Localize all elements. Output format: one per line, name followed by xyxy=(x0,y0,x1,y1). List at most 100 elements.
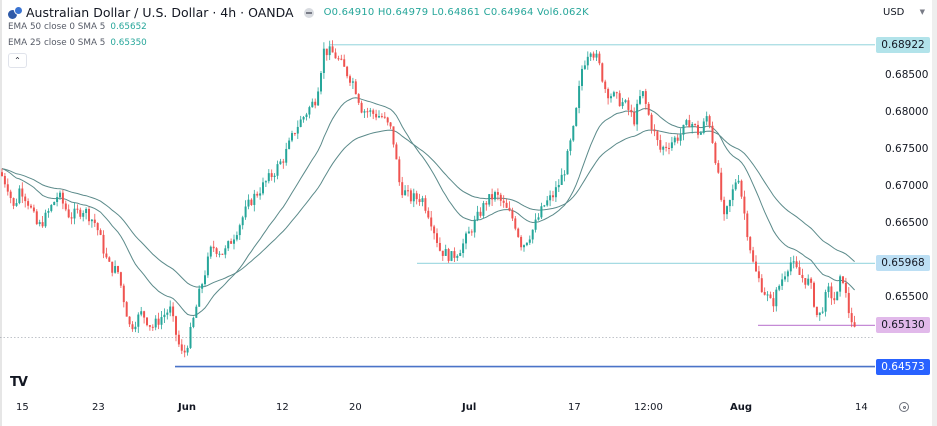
candle-body xyxy=(151,326,154,328)
candle-body xyxy=(79,209,82,217)
currency-value: USD xyxy=(883,6,905,18)
candle-body xyxy=(598,53,601,64)
price-tag: 0.65968 xyxy=(876,255,930,272)
close-value: 0.64964 xyxy=(490,7,534,18)
symbol-title[interactable]: Australian Dollar / U.S. Dollar · 4h · O… xyxy=(26,5,294,20)
candle-body xyxy=(76,208,79,210)
candle-body xyxy=(383,116,386,118)
time-axis-label: 20 xyxy=(349,402,362,413)
candle-body xyxy=(543,205,546,207)
candle-body xyxy=(415,193,418,200)
candle-body xyxy=(798,267,801,275)
settings-icon[interactable] xyxy=(899,402,909,412)
candle-body xyxy=(299,119,302,127)
candle-body xyxy=(842,276,844,283)
volume-value: 6.062K xyxy=(552,7,589,18)
candle-body xyxy=(433,226,436,234)
candle-body xyxy=(157,318,160,325)
candle-body xyxy=(688,120,691,128)
candle-body xyxy=(119,272,122,286)
candle-body xyxy=(436,233,438,243)
candle-body xyxy=(56,197,59,203)
candle-body xyxy=(441,250,444,256)
candle-body xyxy=(285,148,288,163)
candle-body xyxy=(380,116,383,118)
candle-body xyxy=(636,103,639,125)
candle-body xyxy=(131,324,134,330)
candle-body xyxy=(618,93,621,107)
candle-body xyxy=(595,53,598,58)
candle-body xyxy=(850,313,853,323)
candle-body xyxy=(836,291,839,301)
candle-body xyxy=(122,285,125,303)
candle-body xyxy=(404,190,407,196)
collapse-indicators-button[interactable]: ⌃ xyxy=(8,53,27,68)
candle-body xyxy=(656,131,659,141)
tradingview-logo[interactable]: TV xyxy=(10,375,28,390)
currency-pair-icon xyxy=(8,5,23,20)
candle-body xyxy=(180,344,183,351)
candle-body xyxy=(786,271,789,277)
time-axis-label: 12 xyxy=(276,402,289,413)
candle-body xyxy=(607,89,610,99)
candle-body xyxy=(201,284,204,289)
candle-body xyxy=(604,81,607,90)
candle-body xyxy=(204,275,206,285)
candle-body xyxy=(192,317,195,327)
candle-body xyxy=(282,161,285,163)
price-axis-label: 0.67500 xyxy=(885,143,929,155)
candle-body xyxy=(279,161,282,165)
candle-body xyxy=(807,278,810,285)
candle-body xyxy=(476,211,479,220)
candle-body xyxy=(781,279,784,286)
candle-body xyxy=(505,202,508,208)
price-chart-canvas[interactable] xyxy=(0,0,875,395)
indicator-ema25[interactable]: EMA 25 close 0 SMA 5 0.65350 xyxy=(8,38,147,48)
candle-body xyxy=(44,212,47,227)
candle-body xyxy=(659,140,662,150)
candle-body xyxy=(621,102,624,107)
candle-body xyxy=(627,100,630,110)
currency-select[interactable]: USD ▼ xyxy=(880,4,928,20)
candle-body xyxy=(496,192,499,195)
indicator-label: EMA 25 close 0 SMA 5 xyxy=(8,38,106,48)
candle-body xyxy=(146,317,148,326)
indicator-value: 0.65350 xyxy=(110,38,147,48)
candle-body xyxy=(615,92,618,94)
candle-body xyxy=(24,196,27,202)
candle-body xyxy=(392,126,395,145)
candle-body xyxy=(708,116,711,126)
ohlc-values: O0.64910 H0.64979 L0.64861 C0.64964 Vol6… xyxy=(324,7,589,18)
candle-body xyxy=(485,203,488,205)
minus-icon[interactable] xyxy=(303,7,314,18)
candle-body xyxy=(679,134,682,141)
candle-body xyxy=(328,46,331,56)
time-axis-label: Jul xyxy=(462,402,477,413)
candle-body xyxy=(572,125,575,141)
candle-body xyxy=(583,65,586,69)
candle-body xyxy=(206,256,209,276)
candle-body xyxy=(650,114,653,130)
candle-body xyxy=(610,96,612,99)
time-axis-label: Jun xyxy=(178,402,196,413)
candle-body xyxy=(305,114,308,117)
low-value: 0.64861 xyxy=(437,7,481,18)
candle-body xyxy=(302,116,305,120)
candle-body xyxy=(740,180,743,197)
candle-body xyxy=(438,242,441,251)
candle-body xyxy=(665,146,668,148)
candle-body xyxy=(763,292,766,295)
candle-body xyxy=(1,172,3,177)
candle-body xyxy=(549,195,552,201)
candle-body xyxy=(262,182,264,194)
candle-body xyxy=(99,230,102,235)
candle-body xyxy=(82,212,85,217)
indicator-ema50[interactable]: EMA 50 close 0 SMA 5 0.65652 xyxy=(8,22,147,32)
candle-body xyxy=(256,193,259,196)
candle-body xyxy=(560,174,563,185)
candle-body xyxy=(378,116,380,118)
price-axis-label: 0.68500 xyxy=(885,69,929,81)
time-axis-label: 14 xyxy=(855,402,868,413)
candle-body xyxy=(85,208,88,213)
candle-body xyxy=(479,211,482,216)
